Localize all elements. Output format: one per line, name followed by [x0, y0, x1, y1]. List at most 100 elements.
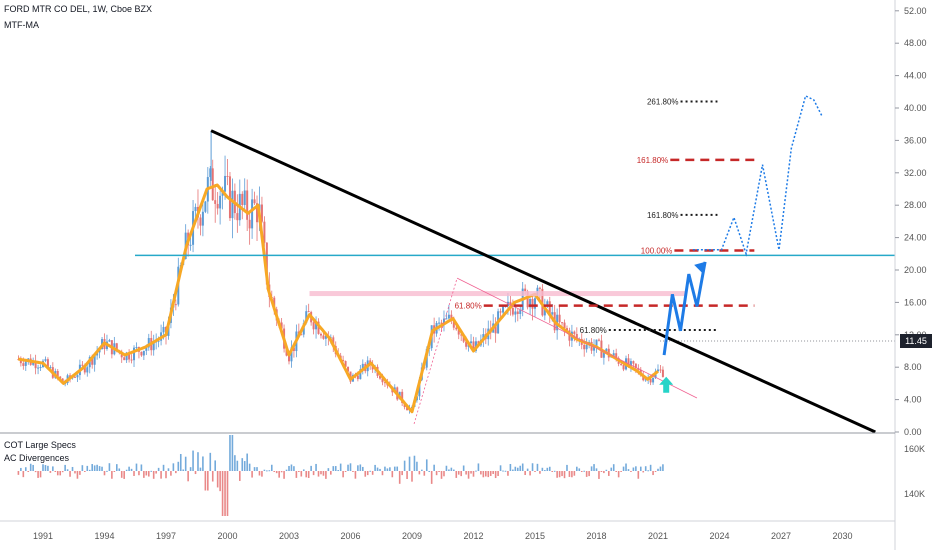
histogram-bar: [548, 466, 551, 471]
histogram-bar: [561, 471, 563, 477]
histogram-bar: [576, 466, 578, 471]
histogram-bar: [312, 471, 315, 476]
histogram-bar: [261, 471, 263, 477]
candle-body: [39, 367, 42, 369]
candle-body: [157, 340, 160, 342]
candle-body: [76, 375, 79, 378]
histogram-bar: [600, 471, 603, 472]
candle-body: [605, 348, 608, 352]
candle-body: [332, 337, 335, 346]
histogram-bar: [489, 471, 492, 476]
histogram-bar: [300, 471, 303, 477]
histogram-bar: [283, 471, 285, 479]
histogram-bar: [595, 468, 598, 471]
last-price-badge: 11.45: [900, 334, 932, 348]
histogram-bar: [125, 469, 128, 471]
y-tick-label: 40.00: [904, 103, 927, 113]
histogram-bar: [635, 466, 637, 471]
candle-body: [199, 217, 202, 226]
histogram-bar: [165, 471, 167, 479]
histogram-bar: [620, 471, 622, 472]
histogram-bar: [502, 470, 504, 472]
candle-body: [115, 343, 118, 351]
histogram-bar: [278, 471, 280, 478]
x-tick-label: 2000: [217, 531, 237, 541]
histogram-bar: [98, 466, 101, 471]
candle-body: [142, 350, 145, 356]
histogram-bar: [305, 471, 308, 478]
candle-body: [644, 379, 647, 381]
histogram-bar: [551, 471, 554, 472]
candle-body: [226, 175, 229, 177]
candle-body: [123, 357, 126, 361]
histogram-bar: [433, 464, 435, 471]
candle-body: [597, 339, 600, 341]
candle-body: [379, 375, 382, 379]
histogram-bar: [22, 471, 25, 478]
candle-body: [442, 318, 445, 325]
buy-signal-arrow: [659, 376, 674, 393]
histogram-bar: [307, 471, 310, 478]
candle-body: [543, 305, 546, 316]
y-tick-label: 24.00: [904, 233, 927, 243]
histogram-bar: [652, 471, 654, 476]
candle-body: [612, 353, 615, 356]
candle-body: [342, 359, 345, 362]
histogram-bar: [539, 471, 541, 474]
candle-body: [241, 193, 244, 205]
histogram-bar: [143, 471, 145, 478]
histogram-bar: [563, 471, 566, 479]
candle-body: [642, 375, 645, 381]
histogram-bar: [172, 463, 175, 471]
histogram-bar: [49, 471, 52, 473]
histogram-bar: [128, 466, 130, 471]
histogram-bar: [536, 463, 539, 471]
histogram-bar: [376, 467, 379, 471]
supply-zone: [309, 291, 687, 297]
histogram-bar: [384, 466, 386, 471]
x-tick-label: 2030: [832, 531, 852, 541]
y-tick-label: 16.00: [904, 297, 927, 307]
fib-level-label: 161.80%: [647, 211, 679, 220]
histogram-bar: [219, 471, 221, 492]
histogram-bar: [494, 471, 497, 479]
x-tick-label: 2015: [525, 531, 545, 541]
candle-body: [563, 322, 566, 329]
histogram-bar: [649, 464, 652, 471]
histogram-bar: [369, 470, 371, 472]
candle-body: [46, 359, 49, 368]
histogram-bar: [460, 471, 462, 477]
candle-body: [472, 341, 475, 351]
histogram-bar: [544, 470, 546, 472]
histogram-bar: [258, 471, 261, 476]
histogram-bar: [243, 461, 246, 471]
candle-body: [470, 341, 473, 344]
histogram-bar: [199, 467, 202, 471]
histogram-bar: [379, 468, 381, 471]
candle-body: [661, 369, 664, 377]
histogram-bar: [647, 470, 649, 472]
x-tick-label: 2024: [709, 531, 729, 541]
histogram-bar: [440, 471, 443, 479]
candle-body: [440, 322, 443, 325]
histogram-bar: [359, 464, 362, 471]
histogram-bar: [605, 469, 608, 471]
candle-body: [194, 206, 197, 212]
y-tick-label: 32.00: [904, 168, 927, 178]
candle-body: [457, 329, 460, 335]
fib-level-label: 161.80%: [637, 156, 669, 165]
histogram-bar: [588, 471, 590, 477]
histogram-bar: [507, 471, 509, 476]
candle-body: [263, 221, 266, 243]
histogram-bar: [253, 467, 256, 471]
candle-body: [260, 204, 263, 222]
histogram-bar: [184, 456, 187, 471]
histogram-bar: [229, 435, 231, 471]
candle-body: [511, 307, 514, 315]
fib-level-label: 61.80%: [455, 302, 482, 311]
histogram-bar: [438, 471, 440, 472]
histogram-bar: [59, 471, 62, 476]
candle-body: [344, 361, 347, 367]
indicator-label: MTF-MA: [4, 20, 39, 30]
histogram-bar: [106, 470, 108, 472]
